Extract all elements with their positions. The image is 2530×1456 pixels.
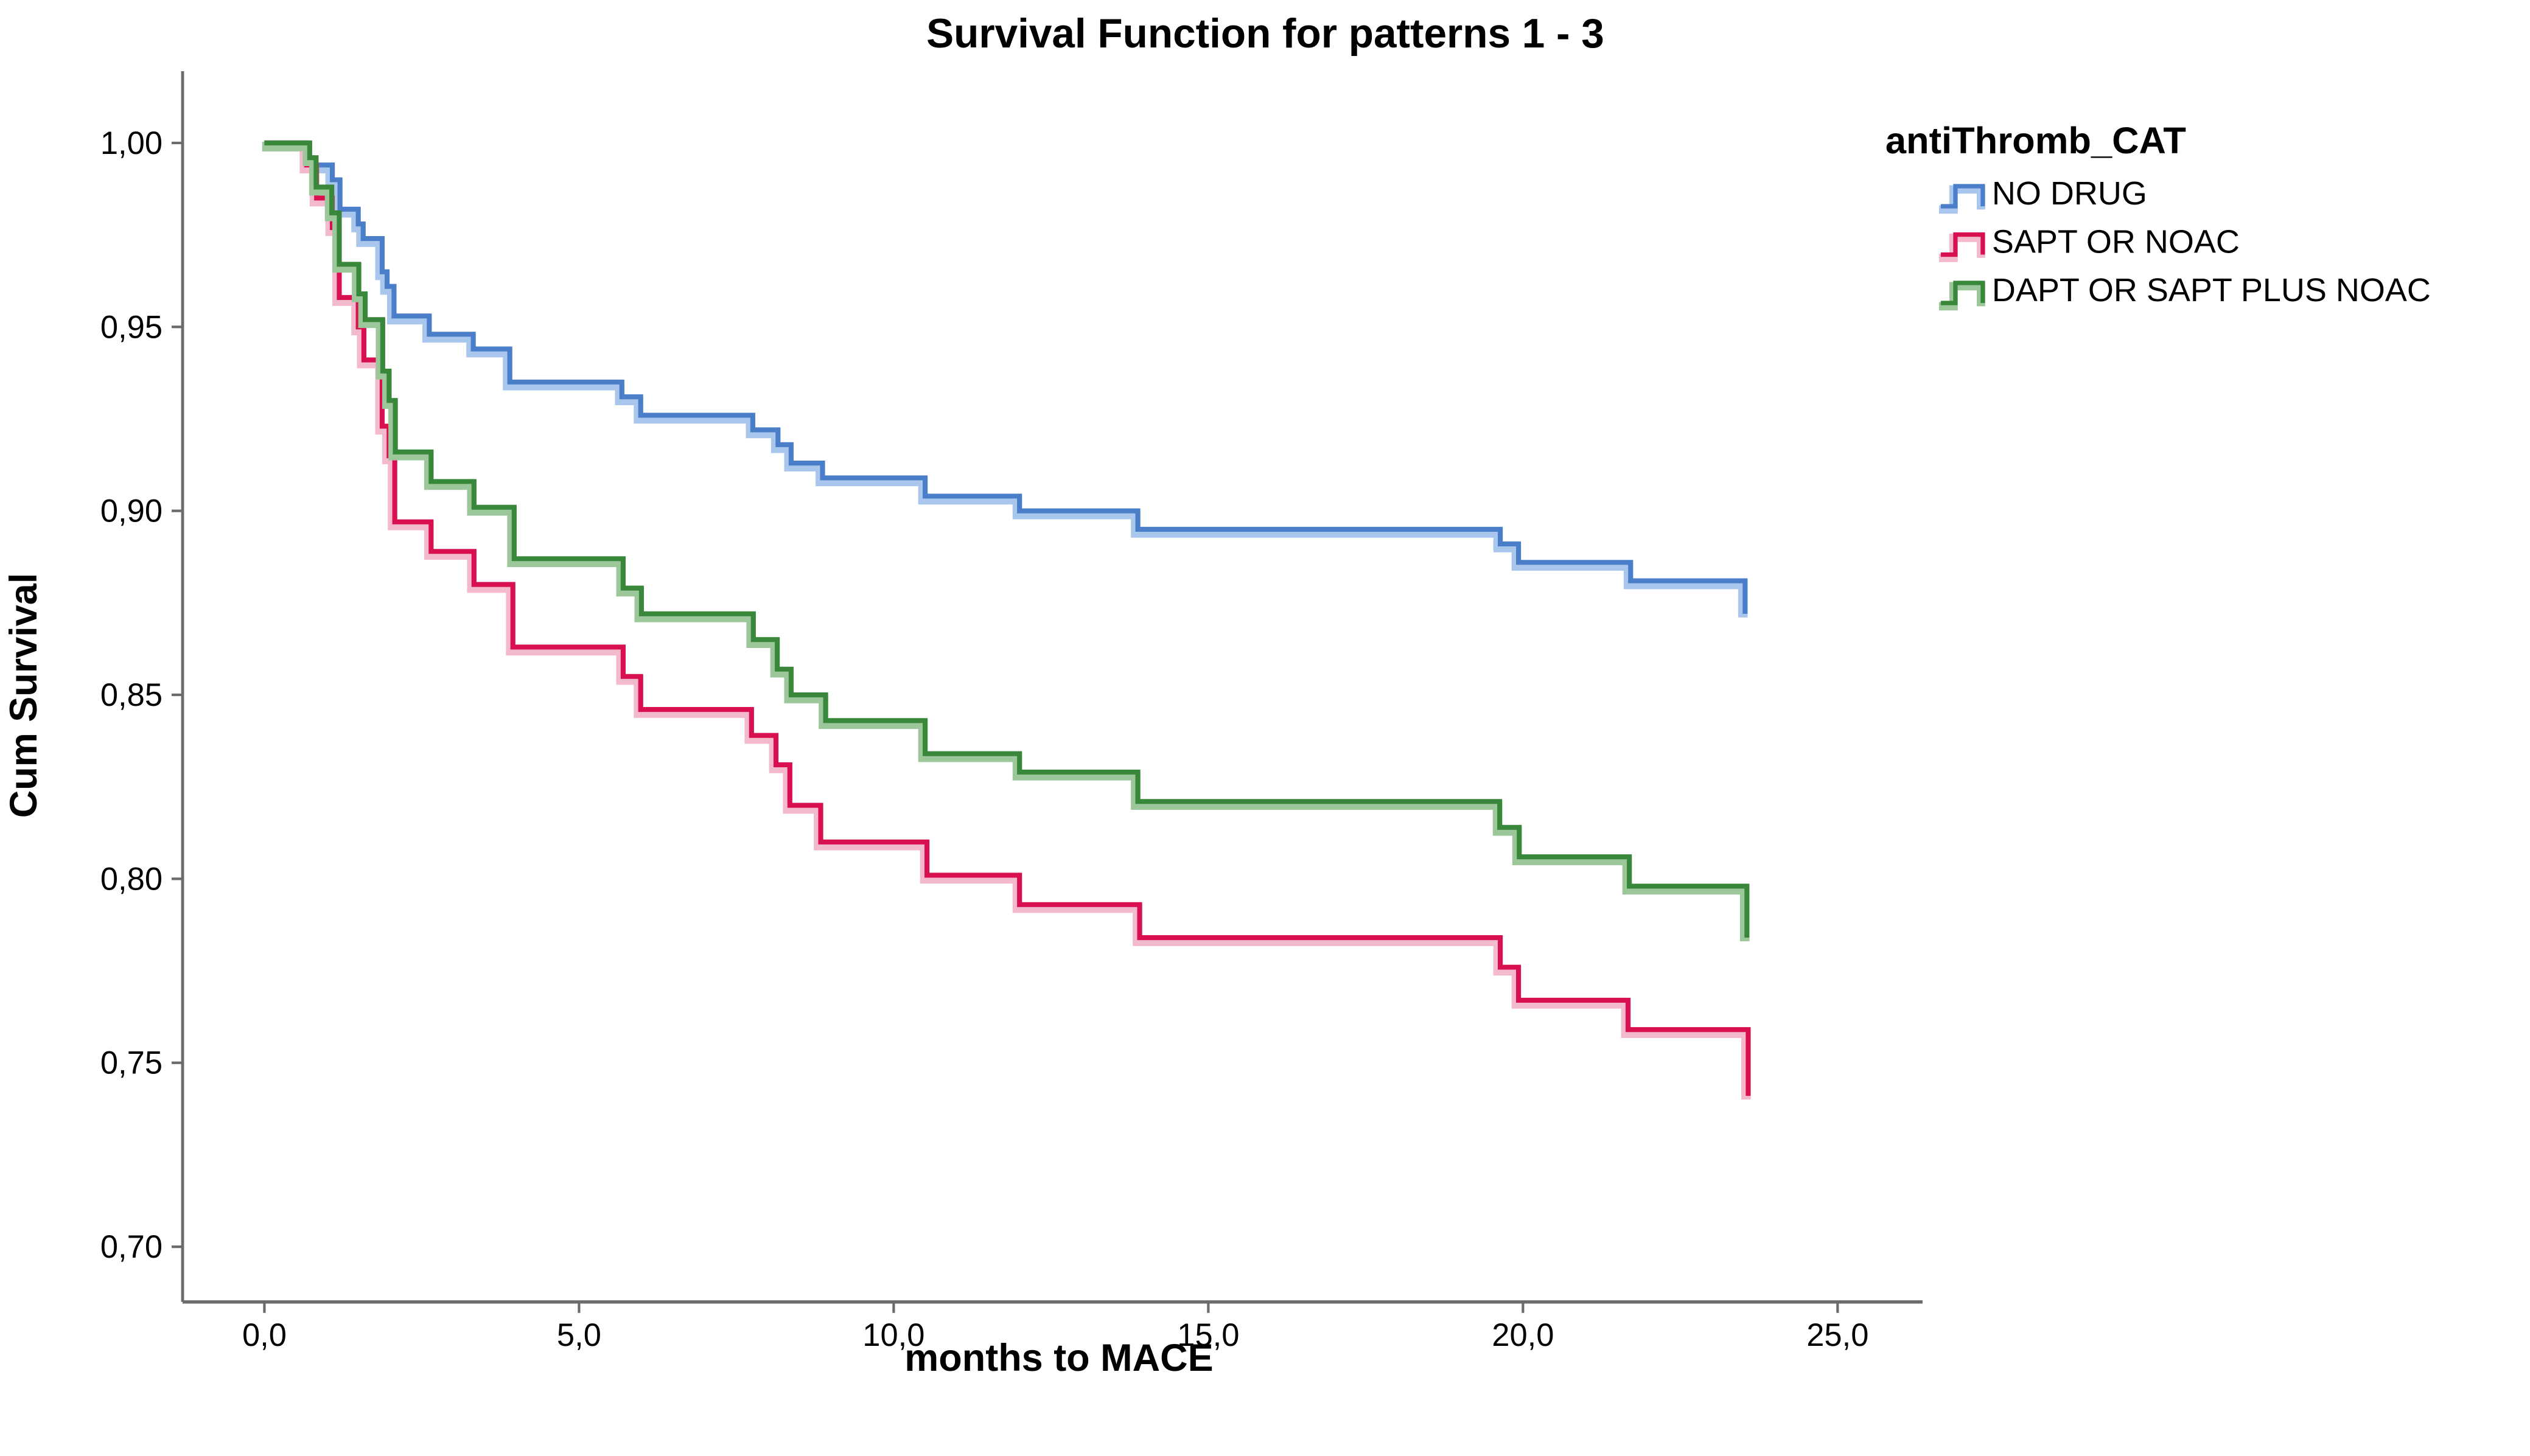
y-tick-label: 1,00	[100, 125, 162, 161]
y-tick-label: 0,85	[100, 677, 162, 713]
x-tick-label: 0,0	[242, 1317, 287, 1353]
legend-swatch	[1940, 184, 1985, 209]
y-tick-label: 0,80	[100, 861, 162, 897]
legend: antiThromb_CAT NO DRUG SAPT OR NOAC DAPT O…	[1885, 120, 2431, 311]
legend-title: antiThromb_CAT	[1885, 120, 2186, 162]
legend-item-dapt-or-sapt-plus-noac: DAPT OR SAPT PLUS NOAC	[1938, 272, 2431, 311]
series-line	[264, 140, 1748, 614]
y-axis-title: Cum Survival	[2, 573, 45, 818]
legend-item-no-drug: NO DRUG	[1938, 175, 2147, 214]
x-tick-label: 5,0	[557, 1317, 601, 1353]
series-no-drug	[262, 140, 1748, 618]
legend-swatch	[1940, 232, 1985, 257]
series-dapt-or-sapt-plus-noac	[262, 140, 1750, 942]
legend-item-sapt-or-noac: SAPT OR NOAC	[1938, 223, 2240, 262]
x-tick-label: 25,0	[1806, 1317, 1868, 1353]
legend-label: SAPT OR NOAC	[1992, 223, 2240, 260]
y-tick-label: 0,90	[100, 493, 162, 529]
legend-label: NO DRUG	[1992, 175, 2147, 212]
survival-curves	[262, 140, 1751, 1100]
series-line	[264, 140, 1751, 1096]
x-tick-label: 20,0	[1492, 1317, 1554, 1353]
legend-swatch	[1940, 280, 1985, 305]
series-halo	[262, 142, 1750, 942]
series-halo	[262, 142, 1751, 1100]
series-line	[264, 140, 1750, 938]
y-tick-label: 0,95	[100, 309, 162, 345]
x-tick-label: 10,0	[862, 1317, 924, 1353]
axes: 0,0 5,0 10,0 15,0 20,0 25,0 1,00 0,95 0,90 0,85 0,…	[100, 71, 1923, 1353]
y-tick-label: 0,75	[100, 1045, 162, 1081]
x-tick-label: 15,0	[1177, 1317, 1239, 1353]
y-tick-label: 0,70	[100, 1229, 162, 1265]
series-halo	[262, 142, 1748, 618]
legend-label: DAPT OR SAPT PLUS NOAC	[1992, 272, 2431, 308]
chart-title: Survival Function for patterns 1 - 3	[926, 11, 1604, 57]
series-sapt-or-noac	[262, 140, 1751, 1100]
x-axis-title: months to MACE	[904, 1337, 1213, 1379]
